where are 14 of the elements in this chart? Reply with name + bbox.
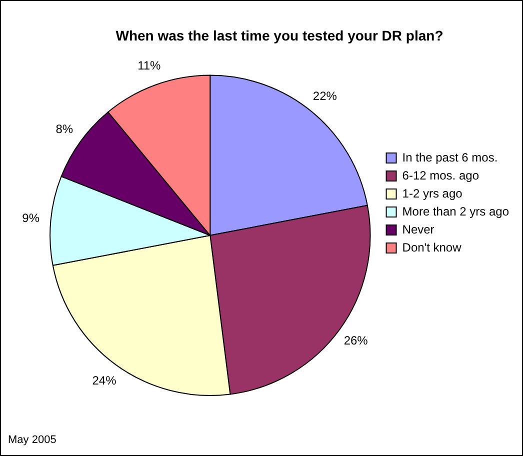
data-label: 24% xyxy=(92,373,117,388)
legend-label: Don't know xyxy=(402,240,462,254)
data-label: 9% xyxy=(22,210,40,225)
legend-label: More than 2 yrs ago xyxy=(402,204,510,218)
chart-title: When was the last time you tested your DR plan? xyxy=(116,27,444,44)
legend-label: 1-2 yrs ago xyxy=(402,186,463,200)
text: May 2005 xyxy=(8,434,56,446)
legend-label: 6-12 mos. ago xyxy=(402,168,480,182)
data-label: 8% xyxy=(56,122,74,136)
legend-label: Never xyxy=(402,222,434,236)
legend-label: In the past 6 mos. xyxy=(402,150,498,164)
data-label: 11% xyxy=(138,58,162,72)
data-label: 22% xyxy=(312,88,338,103)
data-label: 26% xyxy=(344,334,368,348)
